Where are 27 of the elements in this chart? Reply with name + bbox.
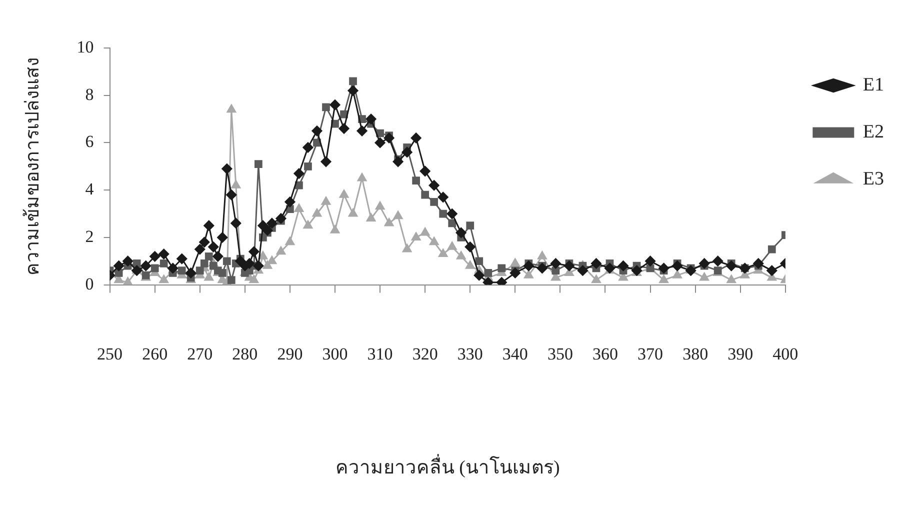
x-tick-label: 330 [457, 344, 483, 364]
y-tick-label: 6 [85, 132, 94, 152]
x-tick-label: 250 [97, 344, 123, 364]
y-tick-label: 2 [85, 226, 94, 246]
x-tick-label: 300 [322, 344, 348, 364]
x-tick-label: 320 [412, 344, 438, 364]
x-tick-label: 400 [772, 344, 798, 364]
x-tick-label: 270 [187, 344, 213, 364]
x-tick-label: 290 [277, 344, 303, 364]
x-tick-label: 350 [547, 344, 573, 364]
x-axis-title: ความยาวคลื่น (นาโนเมตร) [335, 454, 560, 479]
x-tick-label: 360 [592, 344, 618, 364]
y-tick-label: 10 [76, 37, 94, 56]
y-tick-label: 8 [85, 84, 94, 104]
x-tick-label: 380 [682, 344, 708, 364]
x-tick-label: 390 [728, 344, 754, 364]
legend-label: E3 [862, 168, 884, 190]
x-tick-label: 370 [638, 344, 664, 364]
x-tick-label: 310 [367, 344, 393, 364]
x-tick-label: 340 [502, 344, 528, 364]
x-tick-label: 260 [142, 344, 168, 364]
legend-label: E2 [862, 121, 884, 142]
y-tick-label: 0 [85, 274, 94, 294]
y-tick-label: 4 [85, 180, 94, 199]
legend-label: E1 [862, 74, 884, 96]
y-axis-title: ความเข้มของการเปล่งแสง [22, 57, 44, 276]
x-tick-label: 280 [232, 344, 258, 364]
